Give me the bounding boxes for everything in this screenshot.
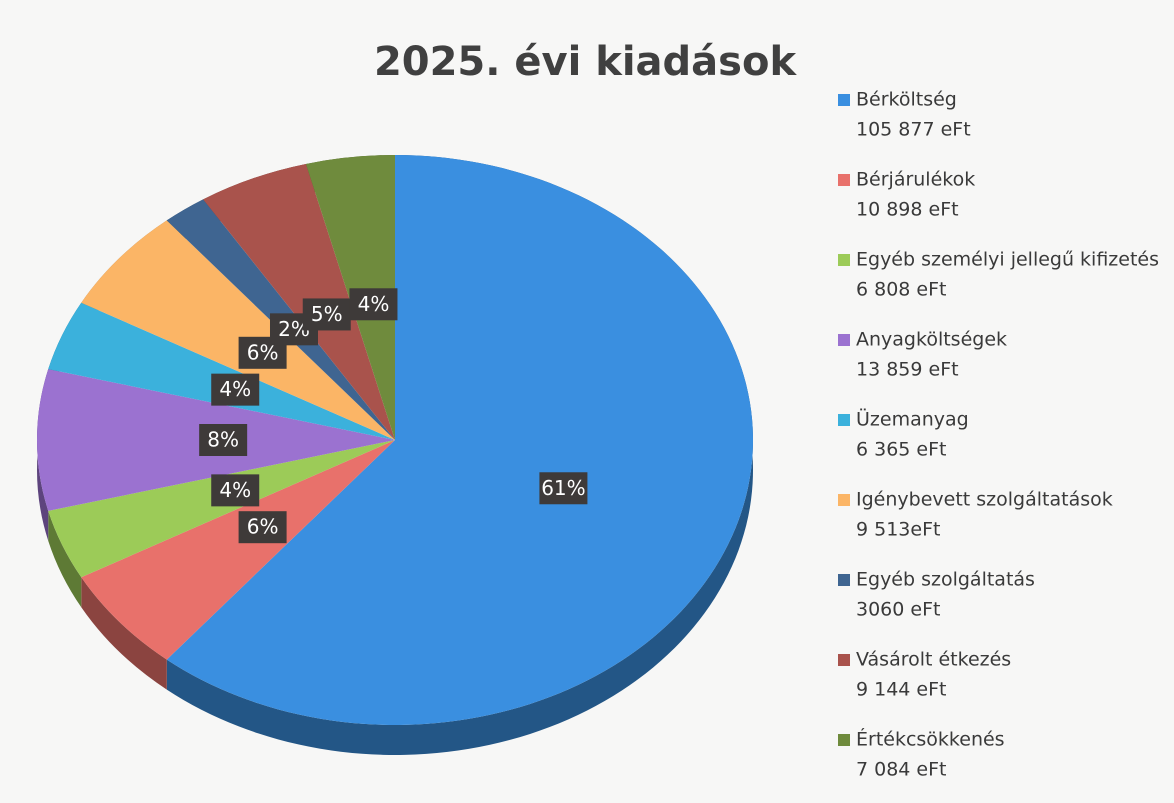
pie-slice bbox=[203, 163, 395, 440]
pie-slice bbox=[48, 440, 396, 578]
data-label: 4% bbox=[219, 377, 251, 401]
data-label-box bbox=[211, 474, 260, 507]
legend-swatch bbox=[838, 574, 850, 586]
pie-slice-side bbox=[81, 577, 167, 690]
data-label-box bbox=[199, 424, 248, 456]
pie-slice bbox=[81, 220, 395, 440]
legend-label: Értékcsökkenés bbox=[856, 728, 1005, 751]
legend-amount: 13 859 eFt bbox=[856, 359, 959, 381]
data-label-box bbox=[302, 298, 351, 331]
legend-swatch bbox=[838, 334, 850, 346]
data-label-box bbox=[238, 511, 287, 544]
legend-swatch bbox=[838, 254, 850, 266]
data-label: 4% bbox=[358, 292, 390, 316]
legend-label: Egyéb személyi jellegű kifizetés bbox=[856, 249, 1159, 271]
legend-amount: 6 808 eFt bbox=[856, 279, 947, 301]
data-label: 6% bbox=[247, 515, 279, 539]
legend-label: Igénybevett szolgáltatások bbox=[856, 489, 1113, 511]
legend-swatch bbox=[838, 414, 850, 426]
pie-slice bbox=[48, 302, 396, 440]
pie-slice-side bbox=[166, 155, 754, 756]
legend-swatch bbox=[838, 734, 850, 746]
legend-swatch bbox=[838, 494, 850, 506]
legend-amount: 9 513eFt bbox=[856, 519, 940, 541]
legend-label: Üzemanyag bbox=[856, 408, 969, 431]
legend-amount: 3060 eFt bbox=[856, 599, 940, 621]
data-label-box bbox=[349, 288, 398, 321]
legend-label: Bérjárulékok bbox=[856, 169, 975, 191]
legend-amount: 9 144 eFt bbox=[856, 679, 947, 701]
legend-label: Vásárolt étkezés bbox=[856, 649, 1011, 671]
legend-amount: 6 365 eFt bbox=[856, 439, 947, 461]
legend-amount: 105 877 eFt bbox=[856, 119, 971, 141]
legend-amount: 10 898 eFt bbox=[856, 199, 959, 221]
pie-slice bbox=[81, 440, 395, 660]
data-label: 8% bbox=[207, 428, 239, 452]
legend-amount: 7 084 eFt bbox=[856, 759, 947, 781]
data-label-box bbox=[539, 472, 588, 505]
legend-swatch bbox=[838, 174, 850, 186]
data-label-box bbox=[211, 373, 260, 406]
legend-swatch bbox=[838, 94, 850, 106]
data-label: 5% bbox=[311, 302, 343, 326]
legend-swatch bbox=[838, 654, 850, 666]
data-label: 61% bbox=[541, 476, 585, 500]
legend-label: Egyéb szolgáltatás bbox=[856, 569, 1035, 591]
legend-label: Bérköltség bbox=[856, 89, 957, 111]
pie-slice bbox=[166, 155, 754, 725]
pie-slice-side bbox=[48, 510, 82, 608]
data-label: 4% bbox=[219, 478, 251, 502]
legend-label: Anyagköltségek bbox=[856, 329, 1007, 351]
chart-title: 2025. évi kiadások bbox=[374, 39, 798, 85]
